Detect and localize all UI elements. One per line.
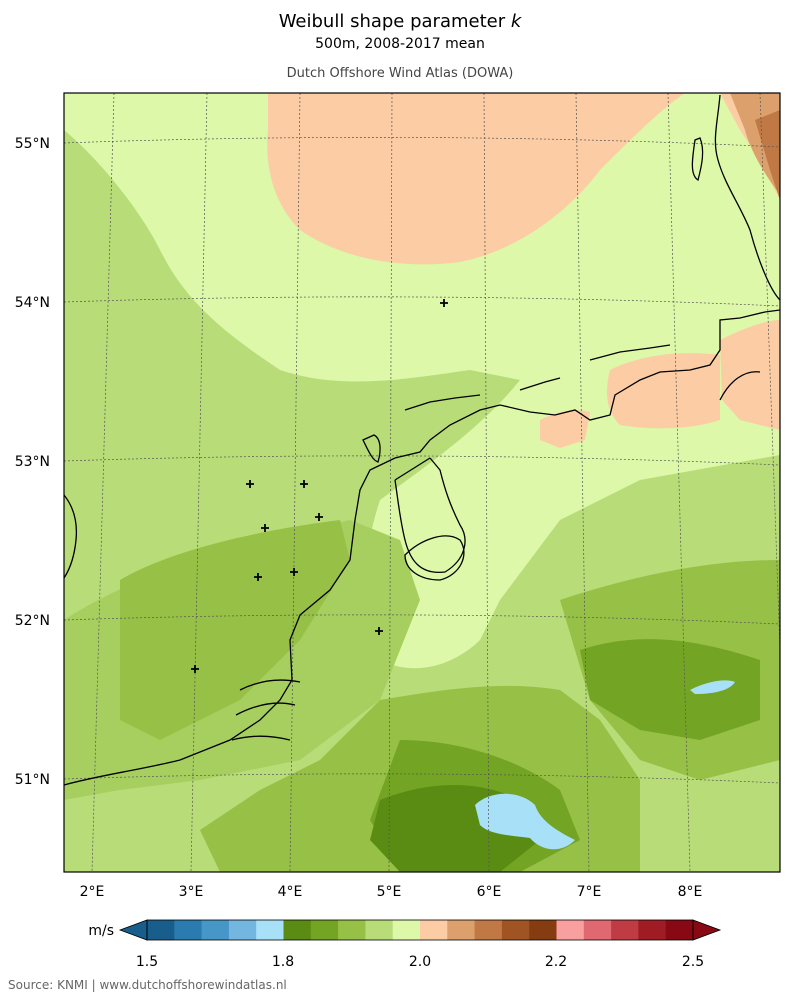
field-lake-east xyxy=(690,680,735,694)
lon-label: 8°E xyxy=(678,884,703,900)
colorbar-tick: 2.0 xyxy=(409,954,431,970)
station-marker xyxy=(290,568,298,576)
lat-label: 52°N xyxy=(15,613,50,629)
marker-layer xyxy=(191,299,448,673)
colorbar-tick: 1.8 xyxy=(272,954,294,970)
field-coast-orange xyxy=(607,353,720,429)
lon-label: 3°E xyxy=(179,884,204,900)
coastline-sylt xyxy=(691,137,704,182)
dataset-title: Dutch Offshore Wind Atlas (DOWA) xyxy=(286,66,514,81)
coastline-ems xyxy=(719,371,761,401)
lon-label: 2°E xyxy=(80,884,105,900)
map-border xyxy=(63,92,781,873)
map-subtitle: 500m, 2008-2017 mean xyxy=(315,36,485,52)
colorbar-cell xyxy=(228,920,257,940)
colorbar-outline xyxy=(146,919,694,941)
colorbar-tick: 2.5 xyxy=(682,954,704,970)
map-title: Weibull shape parameter k xyxy=(278,11,522,32)
station-marker xyxy=(246,480,254,488)
colorbar-cell xyxy=(283,920,312,940)
lat-label: 55°N xyxy=(15,136,50,152)
colorbar-cell xyxy=(147,920,175,940)
station-marker xyxy=(375,627,383,635)
lon-label: 7°E xyxy=(577,884,602,900)
coastline-wadden-islands xyxy=(404,344,671,411)
coastline-flevoland xyxy=(404,535,465,581)
field-northeast-darkest xyxy=(755,110,780,200)
colorbar-unit: m/s xyxy=(88,923,114,939)
colorbar-cells xyxy=(147,920,694,940)
meridians xyxy=(91,93,780,872)
lon-label: 4°E xyxy=(278,884,303,900)
colorbar-cell xyxy=(665,920,694,940)
lon-label: 6°E xyxy=(477,884,502,900)
parallels xyxy=(64,137,780,784)
colorbar-cell xyxy=(256,920,284,940)
field-east-dark xyxy=(580,639,760,740)
colorbar-cell xyxy=(447,920,476,940)
colorbar-cell xyxy=(583,920,612,940)
colorbar-cell xyxy=(638,920,667,940)
coastline-zeeland xyxy=(231,679,301,741)
colorbar-cell xyxy=(501,920,530,940)
station-marker xyxy=(440,299,448,307)
lon-labels: 2°E 3°E 4°E 5°E 6°E 7°E 8°E xyxy=(80,884,703,900)
source-footer: Source: KNMI | www.dutchoffshorewindatla… xyxy=(8,978,287,992)
coastline-denmark xyxy=(714,94,780,301)
coastline-mainland xyxy=(64,309,780,786)
coastline-texel xyxy=(362,434,381,463)
colorbar-tick: 1.5 xyxy=(136,954,158,970)
lat-label: 53°N xyxy=(15,454,50,470)
colorbar-tick: 2.2 xyxy=(545,954,567,970)
colorbar-cell xyxy=(174,920,203,940)
colorbar-extend-left xyxy=(118,919,148,941)
station-marker xyxy=(261,524,269,532)
colorbar-cell xyxy=(365,920,394,940)
colorbar-cell xyxy=(392,920,421,940)
colorbar-cell xyxy=(310,920,339,940)
station-marker xyxy=(315,513,323,521)
field-frisian-orange xyxy=(540,410,590,448)
colorbar-cell xyxy=(420,920,448,940)
colorbar: m/s 1.5 1.8 2.0 2.2 2.5 xyxy=(88,919,722,970)
coastline-afsluitdijk xyxy=(394,457,431,481)
field-inland-south xyxy=(120,520,350,740)
colorbar-extend-right xyxy=(692,919,722,941)
field-north-orange xyxy=(267,93,685,265)
colorbar-cell xyxy=(529,920,557,940)
coastlines xyxy=(64,94,780,786)
coastline-ijsselmeer xyxy=(394,457,466,573)
lat-label: 51°N xyxy=(15,772,50,788)
map-field xyxy=(64,93,780,872)
colorbar-cell xyxy=(474,920,503,940)
lat-label: 54°N xyxy=(15,295,50,311)
field-lake-south xyxy=(475,793,575,850)
lon-label: 5°E xyxy=(377,884,402,900)
colorbar-cell xyxy=(201,920,230,940)
station-marker xyxy=(191,665,199,673)
colorbar-cell xyxy=(556,920,585,940)
colorbar-cell xyxy=(611,920,639,940)
colorbar-cell xyxy=(338,920,366,940)
station-marker xyxy=(254,573,262,581)
coastline-uk xyxy=(64,494,78,579)
lat-labels: 55°N 54°N 53°N 52°N 51°N xyxy=(15,136,50,788)
field-ems-orange xyxy=(720,320,780,430)
station-marker xyxy=(300,480,308,488)
